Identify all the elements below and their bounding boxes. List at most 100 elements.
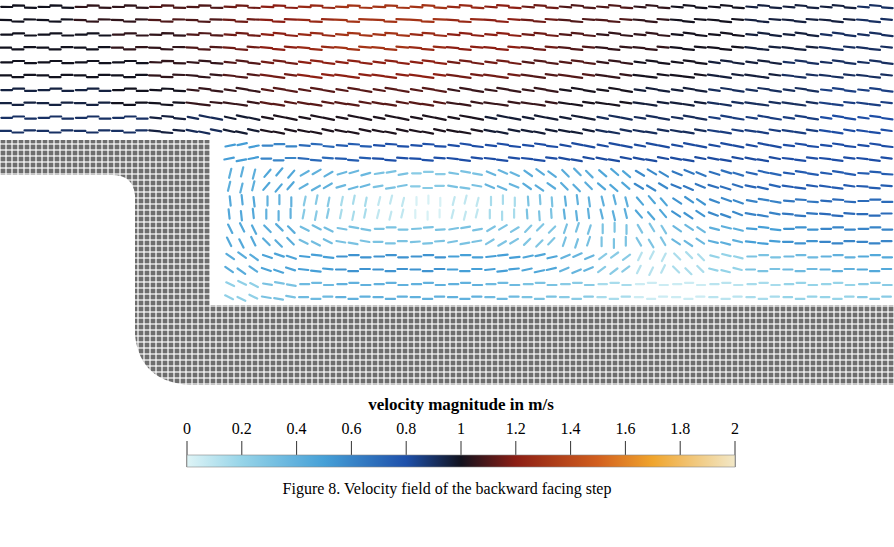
velocity-vector (523, 254, 557, 272)
velocity-vector (746, 227, 780, 244)
velocity-vector (373, 144, 408, 161)
velocity-vector (186, 5, 222, 21)
velocity-vector (448, 171, 482, 189)
velocity-vector (597, 143, 632, 161)
velocity-vector (75, 33, 111, 49)
velocity-vector (37, 61, 73, 77)
velocity-vector (410, 33, 447, 50)
velocity-vector (561, 169, 593, 192)
velocity-vector (262, 254, 296, 273)
velocity-vector (447, 116, 483, 134)
velocity-vector (820, 60, 856, 77)
velocity-vector (336, 227, 370, 245)
velocity-vector (75, 89, 111, 105)
velocity-vector (637, 224, 667, 248)
velocity-vector (857, 144, 892, 161)
velocity-vector (559, 116, 595, 134)
colorbar-tick-label: 0.6 (341, 420, 361, 437)
velocity-vector (597, 283, 630, 299)
velocity-vector (596, 88, 632, 106)
velocity-vector (708, 60, 744, 78)
velocity-vector (484, 5, 521, 22)
velocity-vector (672, 225, 705, 246)
velocity-vector (820, 199, 855, 216)
velocity-vector (298, 60, 335, 78)
velocity-vector (486, 225, 519, 246)
velocity-vector (447, 144, 482, 161)
velocity-vector (820, 144, 855, 161)
velocity-vector (484, 88, 520, 106)
velocity-vector (336, 255, 371, 271)
velocity-vector (415, 196, 440, 220)
velocity-vector (522, 60, 558, 78)
velocity-vector (745, 60, 781, 78)
velocity-vector (448, 283, 482, 299)
velocity-vector (821, 255, 855, 271)
velocity-vector (634, 88, 670, 106)
velocity-vector (782, 33, 818, 50)
velocity-vector (374, 227, 408, 243)
velocity-vector (857, 60, 893, 77)
velocity-vector (857, 33, 893, 50)
velocity-vector (299, 144, 334, 161)
velocity-vector (783, 199, 818, 216)
velocity-vector (336, 144, 371, 161)
velocity-vector (522, 144, 557, 161)
colorbar-tick-label: 1 (457, 420, 465, 437)
velocity-vector (522, 115, 558, 133)
velocity-vector (372, 5, 409, 22)
velocity-vector (709, 254, 742, 272)
wall (0, 140, 894, 385)
velocity-vector (635, 283, 668, 299)
velocity-vector (709, 198, 743, 217)
velocity-vector (598, 169, 630, 191)
velocity-vector (447, 33, 484, 50)
velocity-vector (671, 33, 707, 50)
velocity-vector (634, 143, 669, 161)
velocity-vector (149, 89, 185, 106)
velocity-vector (563, 223, 591, 248)
velocity-vector (671, 60, 707, 77)
velocity-vector (447, 5, 484, 22)
velocity-vector (411, 172, 445, 188)
velocity-vector (186, 61, 222, 78)
velocity-vector (672, 170, 706, 190)
velocity-vector (261, 88, 297, 106)
velocity-vector (820, 5, 856, 22)
velocity-vector (521, 33, 557, 50)
velocity-vector (746, 255, 780, 271)
velocity-vector (149, 5, 185, 21)
velocity-vector (745, 116, 780, 134)
colorbar (187, 455, 735, 467)
velocity-vector (783, 144, 818, 161)
velocity-vector (37, 33, 73, 49)
velocity-vector (602, 223, 627, 248)
velocity-vector (298, 88, 334, 106)
chart: velocity magnitude in m/s00.20.40.60.811… (0, 0, 894, 547)
velocity-vector (266, 195, 291, 220)
velocity-vector (112, 61, 148, 77)
velocity-vector (448, 255, 483, 271)
velocity-vector (633, 60, 669, 77)
velocity-vector (225, 252, 257, 274)
velocity-vector (635, 169, 668, 190)
velocity-vector (596, 60, 632, 78)
velocity-vector (745, 33, 781, 50)
velocity-vector (672, 197, 705, 218)
velocity-vector (485, 115, 521, 133)
velocity-vector (410, 144, 445, 161)
velocity-vector (820, 116, 855, 134)
velocity-vector (598, 253, 630, 274)
figure: velocity magnitude in m/s00.20.40.60.811… (0, 0, 894, 547)
velocity-vector (75, 117, 111, 133)
velocity-vector (149, 116, 185, 133)
velocity-vector (261, 5, 298, 22)
velocity-vector (820, 88, 856, 105)
velocity-vector (261, 144, 296, 160)
velocity-vector (335, 33, 372, 50)
colorbar-tick-label: 0 (183, 420, 191, 437)
velocity-vector (634, 116, 670, 134)
velocity-vector (452, 196, 479, 220)
velocity-vector (340, 196, 367, 220)
velocity-vector (745, 5, 781, 22)
